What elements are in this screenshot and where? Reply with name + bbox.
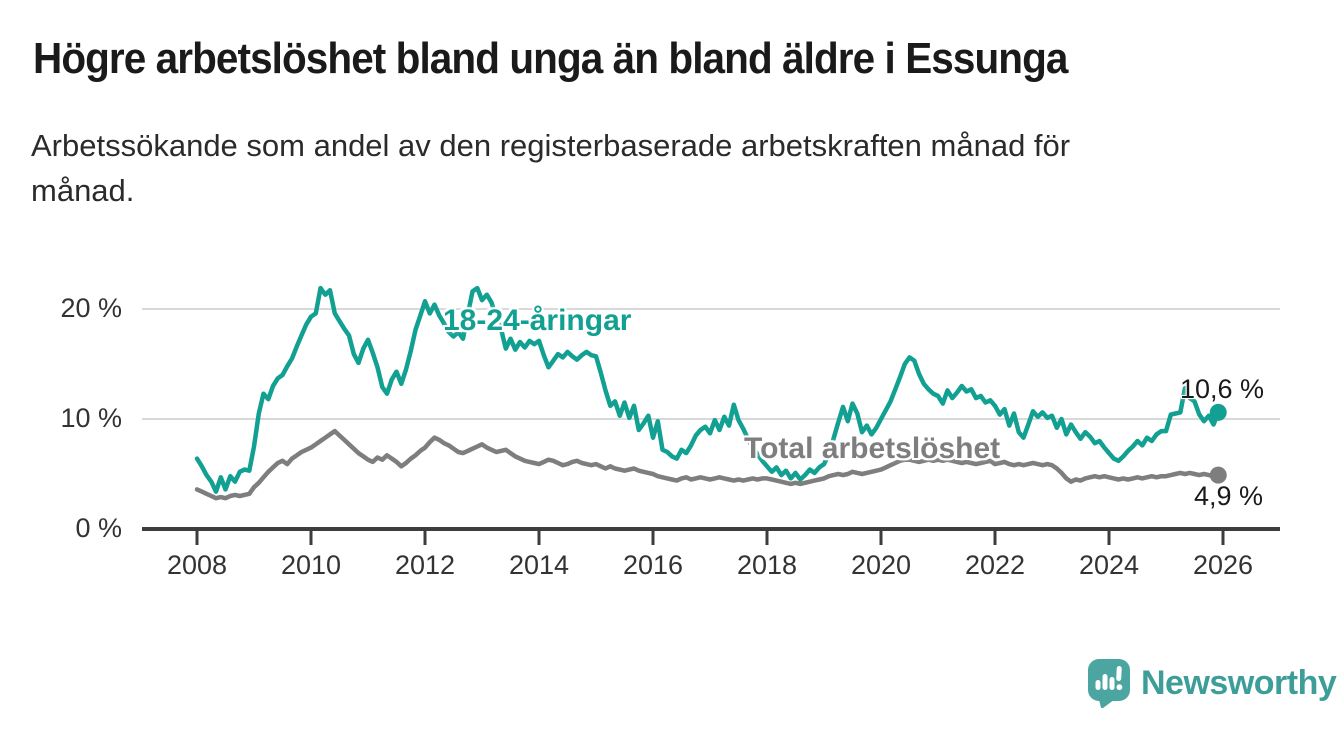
x-axis-tick-label: 2024 <box>1078 550 1140 580</box>
x-axis-tick-label: 2018 <box>736 550 798 580</box>
x-axis-tick-label: 2010 <box>280 550 342 580</box>
x-axis-tick-label: 2014 <box>508 550 570 580</box>
end-dot-total <box>1209 466 1227 484</box>
x-axis-tick-label: 2022 <box>964 550 1026 580</box>
end-value-young: 10,6 % <box>1180 374 1265 404</box>
series-label-young: 18-24-åringar <box>443 304 632 337</box>
y-axis-tick-label: 20 % <box>60 293 122 323</box>
y-axis-tick-label: 0 % <box>75 513 122 543</box>
series-line-young <box>194 285 1221 494</box>
x-axis-tick-label: 2016 <box>622 550 684 580</box>
x-axis-tick-label: 2026 <box>1192 550 1254 580</box>
end-dot-young <box>1209 403 1227 421</box>
y-axis-tick-label: 10 % <box>60 403 122 433</box>
newsworthy-logo-text: Newsworthy <box>1141 663 1337 702</box>
series-line-total <box>194 428 1221 501</box>
x-axis-tick-label: 2008 <box>166 550 228 580</box>
end-value-total: 4,9 % <box>1194 481 1264 511</box>
page-title: Högre arbetslöshet bland unga än bland ä… <box>33 34 1068 83</box>
chart-subtitle: Arbetssökande som andel av den registerb… <box>31 128 1071 208</box>
newsworthy-logo: Newsworthy <box>1087 658 1337 708</box>
x-axis-tick-label: 2012 <box>394 550 456 580</box>
newsworthy-logo-icon <box>1088 659 1130 708</box>
x-axis-tick-label: 2020 <box>850 550 912 580</box>
series-label-total: Total arbetslöshet <box>744 432 1001 465</box>
